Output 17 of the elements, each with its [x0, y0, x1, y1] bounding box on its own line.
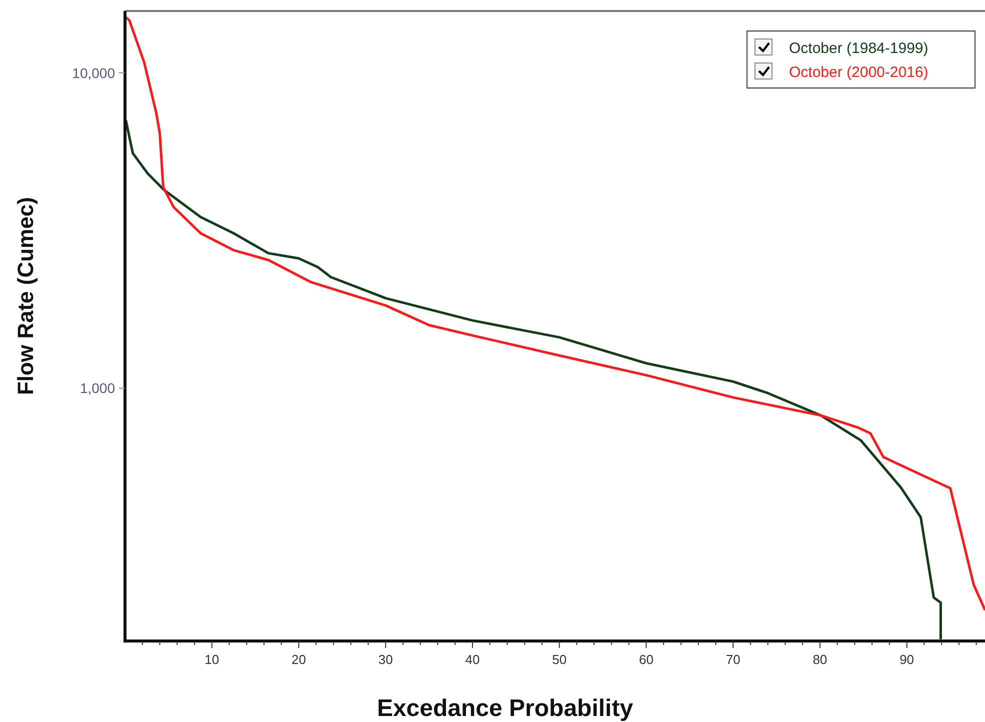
x-tick-label: 60 [638, 652, 654, 667]
x-tick-label: 90 [900, 652, 914, 667]
line-series [125, 119, 942, 641]
y-tick-label: 10,000 [72, 64, 116, 81]
x-tick-label: 50 [552, 652, 567, 667]
x-tick-label: 10 [204, 652, 220, 667]
x-tick-label: 30 [378, 652, 393, 667]
x-tick-label: 20 [292, 652, 306, 667]
x-tick-label: 40 [465, 652, 480, 667]
y-tick-label: 1,000 [80, 380, 116, 396]
x-tick-label: 80 [812, 652, 828, 667]
y-axis-title: Flow Rate (Cumec) [13, 196, 38, 396]
line-series [125, 16, 985, 612]
x-axis-title: Excedance Probability [376, 695, 634, 722]
text: October (2000-2016) [789, 64, 928, 81]
x-tick-label: 70 [726, 652, 740, 667]
text: October (1984-1999) [789, 40, 928, 57]
